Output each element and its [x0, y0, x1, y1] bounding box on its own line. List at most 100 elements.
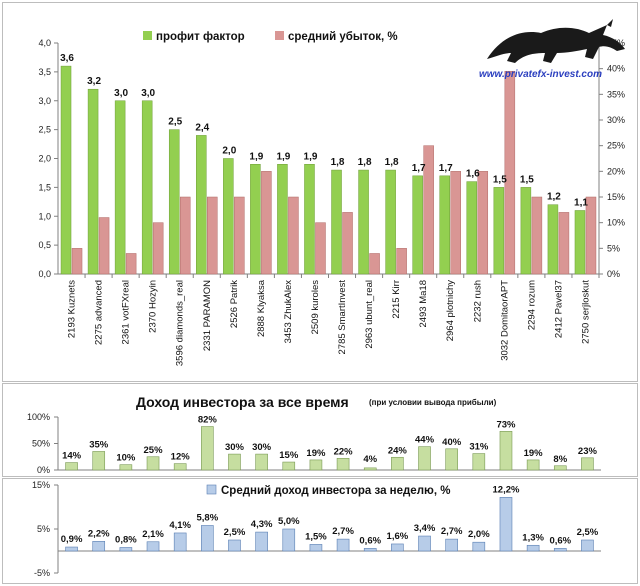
profit-factor-bar [520, 187, 532, 275]
weekly-income-label: 2,5% [577, 527, 599, 538]
weekly-income-bar [336, 538, 350, 552]
weekly-income-label: 2,7% [441, 526, 463, 537]
profit-factor-label: 1,8 [331, 157, 345, 168]
right-tick-label: 35% [607, 89, 625, 99]
profit-factor-bar [358, 169, 369, 275]
average-loss-bar [531, 196, 543, 275]
income-bar [526, 459, 540, 471]
profit-factor-label: 1,7 [412, 163, 426, 174]
income-label: 40% [442, 437, 462, 448]
category-label: 2963 ubunt_real [364, 280, 375, 349]
y-tick-label: 0% [37, 465, 50, 475]
profit-factor-label: 1,7 [439, 163, 453, 174]
income-label: 12% [171, 452, 191, 463]
income-bar [309, 459, 323, 471]
profit-factor-label: 1,6 [466, 169, 480, 180]
income-bar [391, 456, 404, 471]
profit-factor-label: 3,6 [60, 53, 74, 64]
weekly-income-panel: -5% 5% 15% 0,9% 2,2% 0,8% 2,1% 4,1% 5,8% 2,5% 4,3%… [2, 478, 638, 584]
income-label: 25% [144, 445, 164, 456]
profit-factor-bar [304, 164, 315, 275]
income-label: 30% [225, 442, 245, 453]
weekly-income-label: 2,7% [332, 526, 354, 537]
average-loss-bar [342, 212, 353, 275]
profit-factor-label: 2,4 [195, 122, 209, 133]
average-loss-bar [179, 196, 191, 275]
brand-url[interactable]: www.privatefx-invest.com [479, 69, 602, 80]
average-loss-bar [504, 70, 516, 275]
y-tick-label: 50% [32, 439, 50, 449]
weekly-income-bar [282, 528, 296, 552]
y-tick-label: 5% [37, 524, 50, 534]
weekly-income-label: 3,4% [414, 523, 436, 534]
profit-factor-bar [574, 210, 586, 275]
average-loss-bar [152, 222, 164, 275]
income-label: 73% [496, 419, 516, 430]
weekly-income-label: 2,0% [468, 529, 490, 540]
income-bar [173, 463, 187, 471]
income-bar [336, 458, 350, 471]
category-label: 2232 rush [472, 280, 483, 322]
weekly-income-bar [201, 525, 214, 552]
income-label: 19% [306, 448, 326, 459]
weekly-income-label: 2,5% [224, 527, 246, 538]
income-label: 14% [62, 451, 82, 462]
left-tick-label: 2,0 [38, 154, 51, 164]
profit-factor-label: 1,1 [574, 197, 588, 208]
average-loss-bar [98, 217, 110, 275]
income-bar [445, 448, 458, 471]
average-loss-bar [261, 171, 272, 275]
weekly-income-label: 4,1% [169, 520, 191, 531]
income-label: 35% [89, 439, 109, 450]
profit-factor-bar [114, 100, 126, 275]
category-label: 2193 Kuznets [67, 280, 78, 338]
weekly-income-bar [92, 541, 106, 552]
left-tick-label: 0,5 [38, 240, 51, 250]
income-bar [282, 461, 296, 471]
weekly-income-label: 1,3% [522, 532, 544, 543]
category-label: 2361 votFXreal [121, 280, 132, 344]
left-tick-label: 1,0 [38, 211, 51, 221]
income-label: 30% [252, 442, 272, 453]
left-tick-label: 0,0 [38, 269, 51, 279]
weekly-income-label: 5,8% [196, 512, 218, 523]
income-bar [201, 426, 214, 471]
weekly-income-bar [146, 541, 160, 552]
income-bar [119, 464, 133, 471]
category-label: 2526 Patrik [229, 280, 240, 328]
weekly-income-label: 4,3% [251, 519, 273, 530]
weekly-income-chart: -5% 5% 15% 0,9% 2,2% 0,8% 2,1% 4,1% 5,8% 2,5% 4,3%… [32, 480, 601, 578]
profit-factor-bar [141, 100, 153, 275]
legend-swatch-loss [275, 31, 284, 40]
right-tick-label: 10% [607, 218, 625, 228]
weekly-income-label: 1,5% [305, 531, 327, 542]
bull-logo [487, 19, 625, 63]
average-loss-bar [450, 171, 461, 275]
legend-label-profit: профит фактор [156, 31, 245, 43]
income-label: 23% [578, 446, 598, 457]
weekly-income-bar [581, 539, 594, 552]
category-label: 2215 Kirr [391, 280, 402, 319]
income-label: 19% [524, 448, 544, 459]
chart-title: Средний доход инвестора за неделю, % [221, 485, 450, 497]
average-loss-bar [369, 253, 380, 275]
profit-factor-bar [466, 181, 478, 275]
legend-label-loss: средний убыток, % [288, 31, 398, 43]
income-label: 44% [415, 435, 435, 446]
income-label: 15% [279, 450, 299, 461]
average-loss-bar [477, 171, 489, 275]
right-tick-label: 15% [607, 192, 625, 202]
weekly-income-label: 0,6% [549, 535, 571, 546]
average-loss-bar [558, 212, 570, 275]
profit-factor-label: 2,5 [168, 117, 182, 128]
average-loss-bar [423, 145, 434, 275]
category-label: 2785 SmartInvest [337, 280, 348, 355]
profit-factor-bar [60, 65, 72, 275]
weekly-income-bar [391, 543, 404, 552]
right-tick-label: 40% [607, 64, 625, 74]
profit-factor-bar [223, 158, 234, 275]
left-tick-label: 2,5 [38, 125, 51, 135]
weekly-income-bar [553, 548, 567, 552]
profit-factor-label: 1,2 [547, 192, 561, 203]
weekly-income-label: 0,9% [61, 534, 83, 545]
